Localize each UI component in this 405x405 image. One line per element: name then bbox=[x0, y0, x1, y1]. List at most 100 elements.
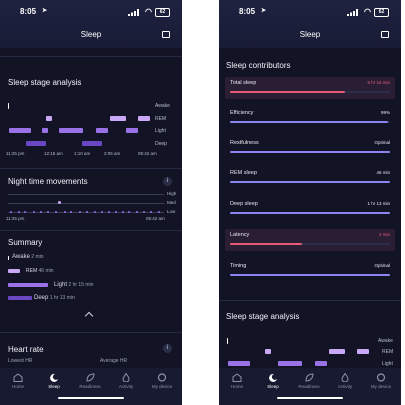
contributor-timing[interactable]: Timing Optimal bbox=[225, 260, 395, 282]
contributor-total-sleep[interactable]: Total sleep 6 hr 16 min bbox=[225, 77, 395, 99]
light-segment bbox=[59, 128, 83, 133]
home-icon bbox=[232, 373, 242, 382]
contributor-track bbox=[230, 91, 390, 93]
contributor-value: 46 min bbox=[376, 170, 390, 175]
rem-segment bbox=[46, 116, 52, 121]
info-icon[interactable]: i bbox=[163, 344, 172, 353]
rem-segment bbox=[110, 116, 126, 121]
page-title: Sleep bbox=[299, 30, 321, 39]
wifi-icon: ◠ bbox=[145, 7, 152, 16]
contributor-value: 1 hr 13 min bbox=[367, 201, 390, 206]
contributor-restfulness[interactable]: Restfulness Optimal bbox=[225, 137, 395, 159]
contributor-latency[interactable]: Latency 2 min bbox=[225, 229, 395, 251]
divider bbox=[0, 168, 182, 169]
moon-icon bbox=[269, 373, 277, 382]
nav-my-device[interactable]: My device bbox=[363, 368, 399, 398]
summary-row-awake: Awake 2 min bbox=[12, 254, 44, 260]
movement-dot bbox=[101, 211, 103, 213]
nav-label: Activity bbox=[337, 384, 353, 389]
header-background bbox=[219, 0, 401, 48]
nav-home[interactable]: Home bbox=[219, 368, 255, 398]
stage-analysis-title: Sleep stage analysis bbox=[226, 312, 300, 321]
flame-icon bbox=[122, 373, 130, 382]
movement-dot bbox=[64, 211, 66, 213]
battery-icon: 62 bbox=[374, 8, 389, 17]
signal-icon bbox=[347, 9, 358, 16]
movement-dot bbox=[70, 211, 72, 213]
stage-label-light: Light bbox=[382, 361, 393, 367]
stage-label-awake: Awake bbox=[155, 103, 170, 109]
light-swatch bbox=[8, 283, 48, 287]
contributor-label: Deep sleep bbox=[230, 201, 258, 207]
wifi-icon: ◠ bbox=[364, 7, 371, 16]
battery-icon: 62 bbox=[155, 8, 170, 17]
contributor-fill bbox=[230, 151, 390, 153]
nav-readiness[interactable]: Readiness bbox=[72, 368, 108, 398]
rem-swatch bbox=[8, 269, 20, 273]
light-segment bbox=[228, 361, 250, 366]
contributor-rem-sleep[interactable]: REM sleep 46 min bbox=[225, 167, 395, 189]
movement-dot bbox=[143, 211, 145, 213]
summary-row-deep: Deep 1 hr 13 min bbox=[34, 295, 75, 301]
contributor-value: Optimal bbox=[374, 140, 390, 145]
contributor-label: REM sleep bbox=[230, 170, 257, 176]
rem-segment bbox=[265, 349, 271, 354]
contributor-value: Optimal bbox=[374, 263, 390, 268]
contributor-fill bbox=[230, 212, 390, 214]
nav-sleep[interactable]: Sleep bbox=[36, 368, 72, 398]
nav-label: Activity bbox=[118, 384, 134, 389]
contributors-title: Sleep contributors bbox=[226, 61, 291, 70]
movement-dot bbox=[136, 211, 138, 213]
divider bbox=[0, 332, 182, 333]
movement-dot bbox=[33, 211, 35, 213]
movement-dot bbox=[40, 211, 42, 213]
summary-title: Summary bbox=[8, 238, 43, 247]
collapse-chevron-icon[interactable] bbox=[84, 311, 94, 321]
ring-icon bbox=[157, 373, 167, 382]
awake-swatch bbox=[8, 256, 9, 260]
nav-label: Home bbox=[11, 384, 24, 389]
contributor-fill bbox=[230, 91, 346, 93]
info-icon[interactable]: i bbox=[163, 177, 172, 186]
contributor-label: Total sleep bbox=[230, 80, 257, 86]
nav-activity[interactable]: Activity bbox=[108, 368, 144, 398]
status-time: 8:05 bbox=[20, 7, 37, 16]
movement-dot bbox=[94, 211, 96, 213]
heart-rate-title: Heart rate bbox=[8, 345, 44, 354]
home-indicator bbox=[58, 397, 124, 399]
home-indicator bbox=[277, 397, 343, 399]
status-time: 8:05 bbox=[239, 7, 256, 16]
flame-icon bbox=[341, 373, 349, 382]
nav-my-device[interactable]: My device bbox=[144, 368, 180, 398]
status-bar: 8:05 ➤ ◠ 62 bbox=[219, 0, 401, 20]
movement-dot bbox=[55, 211, 57, 213]
stage-label-rem: REM bbox=[382, 349, 394, 355]
contributor-label: Efficiency bbox=[230, 110, 254, 116]
movement-dot bbox=[150, 211, 152, 213]
contributor-fill bbox=[230, 243, 302, 245]
contributor-deep-sleep[interactable]: Deep sleep 1 hr 13 min bbox=[225, 198, 395, 220]
awake-segment bbox=[227, 338, 228, 344]
contributor-efficiency[interactable]: Efficiency 99% bbox=[225, 107, 395, 129]
nav-sleep[interactable]: Sleep bbox=[255, 368, 291, 398]
nav-label: Sleep bbox=[267, 384, 279, 389]
stage-label-deep: Deep bbox=[155, 141, 167, 147]
level-line bbox=[8, 194, 164, 195]
movement-dot bbox=[122, 211, 124, 213]
contributor-track bbox=[230, 181, 390, 183]
level-med: Med bbox=[167, 200, 176, 205]
nav-home[interactable]: Home bbox=[0, 368, 36, 398]
movement-dot bbox=[24, 211, 26, 213]
nav-readiness[interactable]: Readiness bbox=[291, 368, 327, 398]
contributor-value: 6 hr 16 min bbox=[367, 80, 390, 85]
calendar-icon[interactable] bbox=[381, 31, 389, 38]
nav-label: Readiness bbox=[298, 384, 320, 389]
nav-activity[interactable]: Activity bbox=[327, 368, 363, 398]
movement-dot bbox=[86, 211, 88, 213]
divider bbox=[0, 230, 182, 231]
movements-start: 11:25 pm bbox=[6, 216, 25, 221]
calendar-icon[interactable] bbox=[162, 31, 170, 38]
light-segment bbox=[126, 128, 138, 133]
home-icon bbox=[13, 373, 23, 382]
status-bar: 8:05 ➤ ◠ 62 bbox=[0, 0, 182, 20]
